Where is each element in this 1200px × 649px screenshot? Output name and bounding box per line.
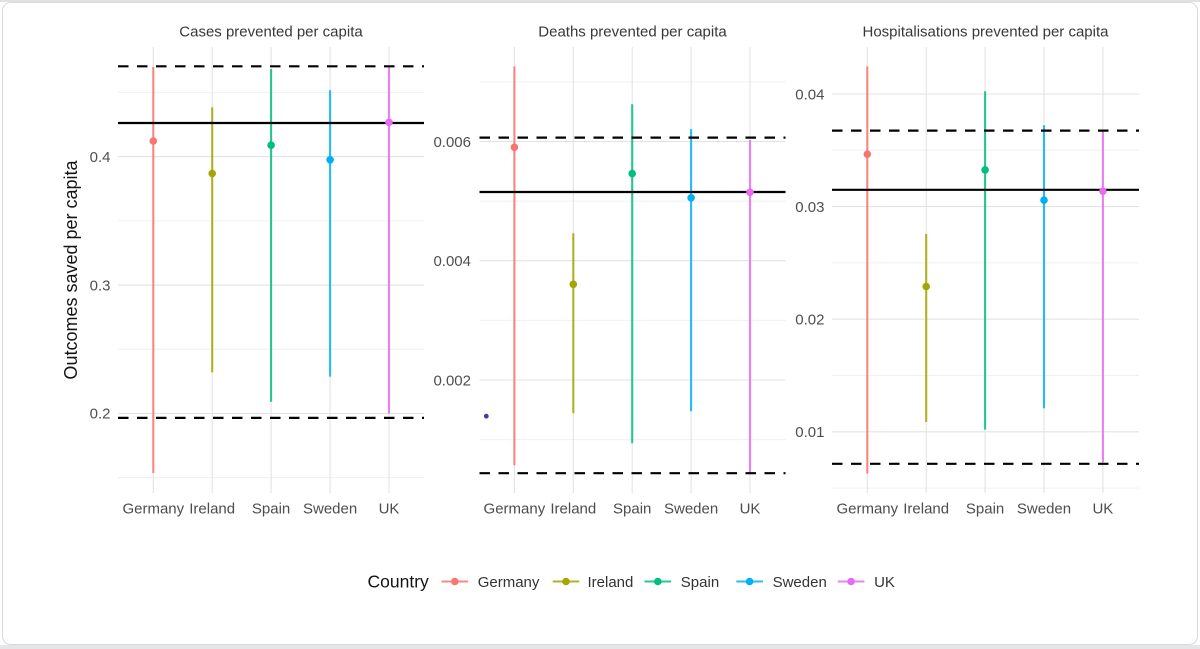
svg-text:0.03: 0.03 xyxy=(795,199,824,216)
svg-text:Germany: Germany xyxy=(836,501,898,518)
svg-text:0.02: 0.02 xyxy=(795,312,824,329)
svg-text:0.004: 0.004 xyxy=(433,253,471,270)
svg-text:Germany: Germany xyxy=(484,501,546,518)
svg-text:Spain: Spain xyxy=(966,501,1004,518)
svg-text:UK: UK xyxy=(740,501,761,518)
svg-text:Country: Country xyxy=(368,572,430,592)
svg-text:Ireland: Ireland xyxy=(550,501,596,518)
svg-text:UK: UK xyxy=(1092,501,1113,518)
svg-text:Germany: Germany xyxy=(122,501,184,518)
svg-text:Sweden: Sweden xyxy=(773,574,827,591)
svg-text:0.04: 0.04 xyxy=(795,86,824,103)
svg-text:Hospitalisations prevented per: Hospitalisations prevented per capita xyxy=(863,24,1110,41)
svg-text:Spain: Spain xyxy=(613,501,651,518)
svg-text:Cases prevented per capita: Cases prevented per capita xyxy=(179,24,363,41)
svg-text:Spain: Spain xyxy=(252,501,290,518)
svg-text:0.01: 0.01 xyxy=(795,424,824,441)
svg-text:0.2: 0.2 xyxy=(90,406,111,423)
svg-text:Sweden: Sweden xyxy=(1017,501,1071,518)
svg-text:Ireland: Ireland xyxy=(588,574,634,591)
svg-text:Ireland: Ireland xyxy=(903,501,949,518)
svg-text:Sweden: Sweden xyxy=(664,501,718,518)
svg-text:UK: UK xyxy=(379,501,400,518)
svg-text:Ireland: Ireland xyxy=(189,501,235,518)
svg-text:0.002: 0.002 xyxy=(433,372,471,389)
svg-text:0.006: 0.006 xyxy=(433,134,471,151)
svg-text:UK: UK xyxy=(874,574,895,591)
svg-text:0.4: 0.4 xyxy=(90,149,111,166)
svg-text:Germany: Germany xyxy=(478,574,540,591)
svg-text:0.3: 0.3 xyxy=(90,278,111,295)
svg-text:Spain: Spain xyxy=(681,574,719,591)
svg-text:Deaths prevented per capita: Deaths prevented per capita xyxy=(538,24,727,41)
svg-text:Sweden: Sweden xyxy=(303,501,357,518)
svg-text:Outcomes saved per capita: Outcomes saved per capita xyxy=(61,159,81,379)
